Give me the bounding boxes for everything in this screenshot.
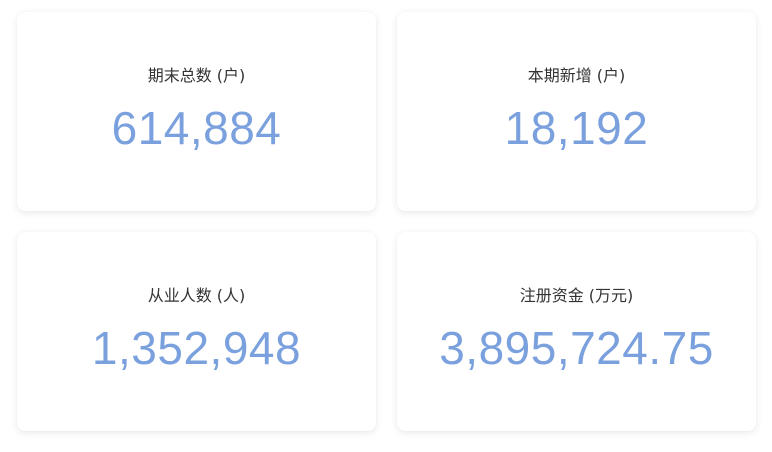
stat-label: 从业人数 (人): [147, 286, 246, 305]
stat-value: 1,352,948: [91, 322, 302, 374]
stat-value: 3,895,724.75: [439, 322, 714, 374]
stat-card-total-households: 期末总数 (户) 614,884: [17, 12, 376, 211]
stat-card-registered-capital: 注册资金 (万元) 3,895,724.75: [397, 232, 756, 431]
stat-value: 614,884: [111, 102, 282, 154]
stat-value: 18,192: [504, 102, 649, 154]
stat-label: 注册资金 (万元): [519, 286, 634, 305]
stat-label: 本期新增 (户): [527, 66, 626, 85]
stat-label: 期末总数 (户): [147, 66, 246, 85]
stat-card-new-households: 本期新增 (户) 18,192: [397, 12, 756, 211]
stat-card-employees: 从业人数 (人) 1,352,948: [17, 232, 376, 431]
